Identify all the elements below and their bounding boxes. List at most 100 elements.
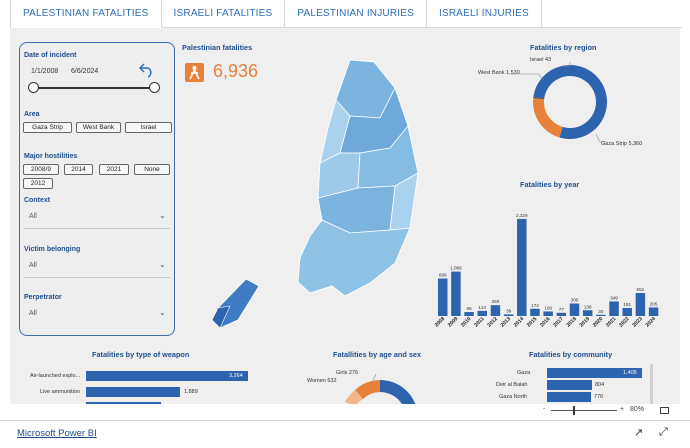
region-leader-lines <box>511 62 607 143</box>
weapon-label-live: Live ammunition <box>40 389 81 395</box>
age-sex-label-women: Women 632 <box>307 378 337 384</box>
year-bar-2015[interactable] <box>530 308 540 316</box>
community-bar-gaza-north[interactable] <box>547 392 591 402</box>
tab-divider <box>460 27 682 28</box>
tab-israeli-injuries[interactable]: ISRAELI INJURIES <box>427 0 542 28</box>
context-filter-label: Context <box>24 197 51 204</box>
year-bar-label: 39 <box>506 308 512 313</box>
hostilities-filter-label: Major hostilities <box>24 153 78 160</box>
year-tick-label: 2021 <box>605 316 617 328</box>
community-bar-gaza[interactable] <box>547 368 642 378</box>
area-chip-israel[interactable]: Israel <box>125 122 172 133</box>
community-label-deir: Deir al Balah <box>496 382 528 388</box>
year-bar-2013[interactable] <box>503 314 514 316</box>
hostilities-chip-2021[interactable]: 2021 <box>99 164 129 175</box>
date-slider-track[interactable] <box>34 87 155 89</box>
chevron-down-icon[interactable]: ⌄ <box>159 211 166 220</box>
year-bar-2008[interactable] <box>438 278 448 316</box>
perpetrator-dropdown[interactable]: All <box>29 310 37 317</box>
filter-panel: Date of incident 1/1/2008 6/6/2024 Area … <box>19 42 175 336</box>
area-chip-gaza[interactable]: Gaza Strip <box>23 122 72 133</box>
fatalities-map[interactable] <box>190 58 430 328</box>
year-bar-2016[interactable] <box>543 311 553 316</box>
zoom-out-button[interactable]: - <box>543 406 546 413</box>
year-tick-label: 2015 <box>526 316 538 328</box>
chevron-down-icon[interactable]: ⌄ <box>159 308 166 317</box>
community-scrollbar[interactable] <box>650 364 653 404</box>
community-label-gaza-north: Gaza North <box>499 394 528 400</box>
year-bar-2009[interactable] <box>451 271 461 316</box>
context-dropdown[interactable]: All <box>29 213 37 220</box>
hostilities-chip-2008[interactable]: 2008/9 <box>23 164 59 175</box>
year-tick-label: 2018 <box>566 316 578 328</box>
fit-page-icon[interactable] <box>660 407 669 414</box>
perpetrator-filter-label: Perpetrator <box>24 294 62 301</box>
year-bar-2024[interactable] <box>648 307 659 316</box>
year-bar-2010[interactable] <box>464 312 474 316</box>
share-icon[interactable]: ↗ <box>634 427 644 439</box>
region-donut[interactable] <box>530 62 610 142</box>
region-slice-israel[interactable] <box>533 96 545 100</box>
kpi-value: 6,936 <box>213 61 259 81</box>
year-chart-title: Fatalities by year <box>520 180 580 189</box>
year-bar-label: 300 <box>571 298 579 303</box>
year-bar-2023[interactable] <box>635 293 646 316</box>
year-bar-2018[interactable] <box>569 303 580 317</box>
fullscreen-icon[interactable]: ⤢ <box>659 426 668 438</box>
year-tick-label: 2010 <box>460 316 472 328</box>
year-bar-2014[interactable] <box>517 218 527 316</box>
year-bar-label: 260 <box>492 299 500 304</box>
year-tick-label: 2023 <box>631 316 643 328</box>
date-slider-end-handle[interactable] <box>149 82 160 93</box>
date-slider-start-handle[interactable] <box>28 82 39 93</box>
year-bar-2011[interactable] <box>477 310 488 316</box>
community-value-deir: 804 <box>595 382 605 388</box>
gaza-region[interactable] <box>211 278 260 328</box>
year-bar-2021[interactable] <box>609 301 619 316</box>
age-sex-donut[interactable] <box>335 374 425 404</box>
hostilities-chip-none[interactable]: None <box>134 164 170 175</box>
hostilities-chip-2014[interactable]: 2014 <box>64 164 93 175</box>
context-divider <box>24 228 170 229</box>
tab-palestinian-fatalities[interactable]: PALESTINIAN FATALITIES <box>10 0 162 28</box>
zoom-in-button[interactable]: + <box>620 406 625 413</box>
date-end: 6/6/2024 <box>71 68 99 75</box>
year-bar-2022[interactable] <box>622 308 632 316</box>
year-bar-label: 30 <box>598 309 604 314</box>
weapon-bar-live[interactable] <box>86 387 180 397</box>
weapon-value-air: 3,264 <box>229 373 243 379</box>
community-bar-deir[interactable] <box>547 380 592 390</box>
weapon-bar-partial[interactable] <box>86 402 161 404</box>
victim-dropdown[interactable]: All <box>29 262 37 269</box>
age-sex-title: Fatallities by age and sex <box>333 350 422 359</box>
fatality-person-icon <box>185 63 204 82</box>
reset-icon[interactable] <box>138 60 156 78</box>
year-tick-label: 2016 <box>539 316 551 328</box>
year-bar-2017[interactable] <box>556 312 567 316</box>
region-label-israel: Israel 43 <box>530 57 552 63</box>
year-bar-2012[interactable] <box>490 305 501 316</box>
weapon-label-air: Air-launched explo... <box>30 373 81 379</box>
area-chip-westbank[interactable]: West Bank <box>76 122 121 133</box>
region-slice-gaza-strip[interactable] <box>533 65 607 139</box>
powerbi-brand-link[interactable]: Microsoft Power BI <box>17 428 97 439</box>
zoom-slider-handle[interactable] <box>573 406 575 415</box>
page-tabs: PALESTINIAN FATALITIES ISRAELI FATALITIE… <box>10 0 542 28</box>
year-bar-2019[interactable] <box>582 310 593 316</box>
tab-israeli-fatalities[interactable]: ISRAELI FATALITIES <box>161 0 286 28</box>
region-slice-west-bank[interactable] <box>533 98 563 138</box>
hostilities-chip-2012[interactable]: 2012 <box>23 178 53 189</box>
zoom-slider[interactable] <box>551 410 617 411</box>
weapon-bar-air[interactable] <box>86 371 248 381</box>
chevron-down-icon[interactable]: ⌄ <box>159 260 166 269</box>
west-bank-region[interactable] <box>297 59 419 297</box>
year-bar-2020[interactable] <box>596 314 606 316</box>
year-tick-label: 2019 <box>579 316 591 328</box>
tab-palestinian-injuries[interactable]: PALESTINIAN INJURIES <box>285 0 427 28</box>
year-bar-label: 109 <box>544 305 552 310</box>
year-tick-label: 2009 <box>447 316 459 328</box>
year-bar-chart[interactable]: 89920081,0662009952010124201126020123920… <box>432 191 664 341</box>
footer-divider <box>0 420 690 421</box>
year-tick-label: 2022 <box>618 316 630 328</box>
